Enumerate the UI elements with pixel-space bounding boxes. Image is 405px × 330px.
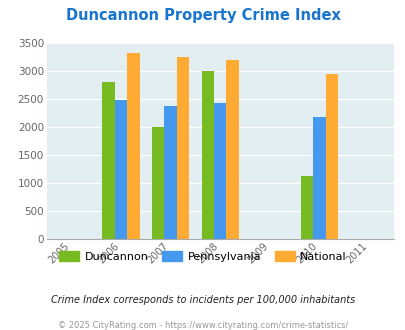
Text: © 2025 CityRating.com - https://www.cityrating.com/crime-statistics/: © 2025 CityRating.com - https://www.city… bbox=[58, 321, 347, 330]
Bar bbox=[115, 100, 127, 239]
Text: Crime Index corresponds to incidents per 100,000 inhabitants: Crime Index corresponds to incidents per… bbox=[51, 295, 354, 305]
Bar bbox=[213, 103, 226, 239]
Bar bbox=[127, 53, 139, 239]
Bar bbox=[226, 60, 238, 239]
Bar bbox=[313, 117, 325, 239]
Text: Duncannon Property Crime Index: Duncannon Property Crime Index bbox=[65, 8, 340, 23]
Legend: Duncannon, Pennsylvania, National: Duncannon, Pennsylvania, National bbox=[55, 247, 350, 267]
Bar bbox=[300, 176, 313, 239]
Bar bbox=[201, 71, 213, 239]
Bar bbox=[164, 106, 177, 239]
Bar bbox=[325, 74, 337, 239]
Bar bbox=[152, 127, 164, 239]
Bar bbox=[177, 57, 189, 239]
Bar bbox=[102, 82, 115, 239]
